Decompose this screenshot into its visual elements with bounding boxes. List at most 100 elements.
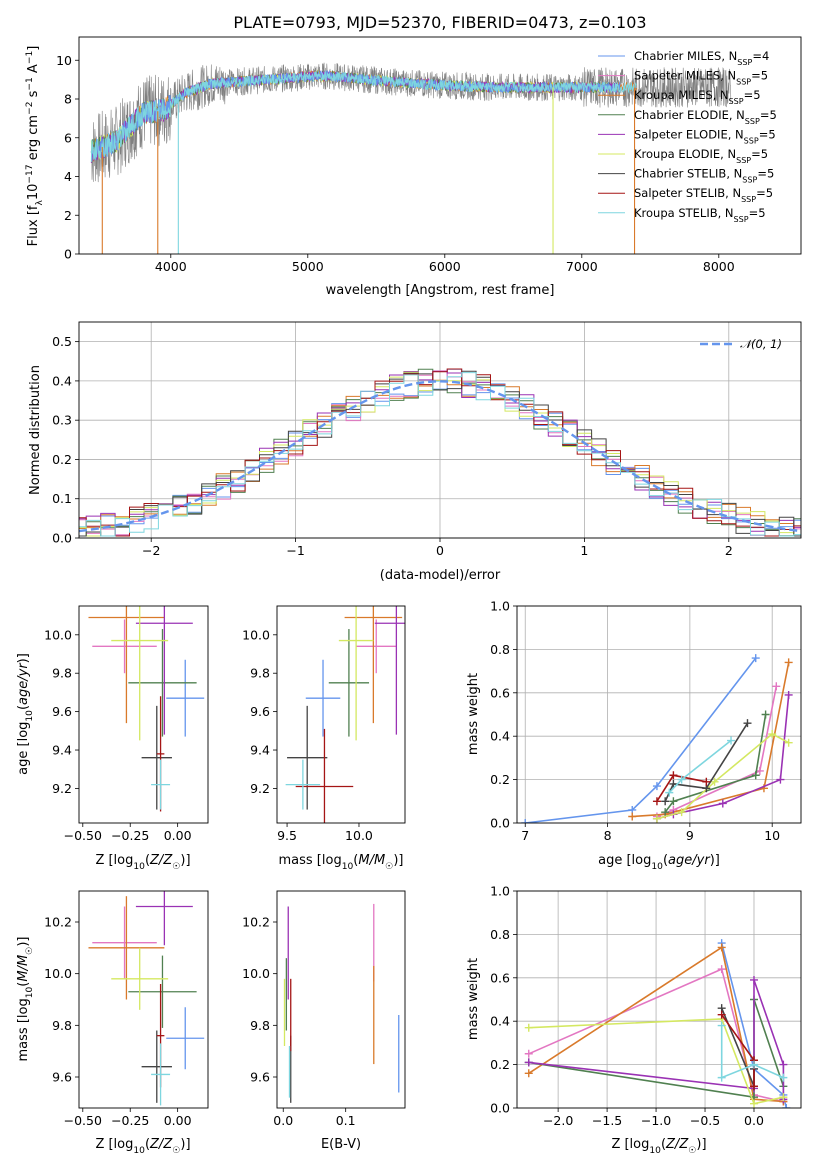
y-tick-label: 0.6 xyxy=(490,685,510,700)
series-marker xyxy=(784,690,793,699)
label-part: SSP xyxy=(737,58,752,67)
y-tick-label: 0.0 xyxy=(490,1101,510,1116)
label-part: Z/Z xyxy=(149,853,173,868)
series-marker xyxy=(782,1104,791,1108)
axes-frame xyxy=(516,890,802,1109)
label-part: )] xyxy=(393,853,403,868)
series-marker xyxy=(652,782,661,791)
errorbar-salpeter_miles xyxy=(356,619,397,674)
y-tick-label: 0.8 xyxy=(490,642,510,657)
hist-line-salpeter_stelib xyxy=(79,368,801,537)
y-tick-label: 10.2 xyxy=(44,915,72,930)
label-part: ] xyxy=(26,46,41,51)
x-tick-label: −0.25 xyxy=(111,828,149,843)
label-part: Z [log xyxy=(95,1137,133,1152)
errorbar-kroupa_miles xyxy=(88,606,165,724)
label-part: 10 xyxy=(649,1146,661,1156)
series-salpeter_stelib xyxy=(652,771,711,806)
y-tick-label: 0.4 xyxy=(490,729,510,744)
series-marker xyxy=(665,788,674,797)
x-tick-label: 2 xyxy=(725,543,733,558)
series-line xyxy=(528,1018,784,1105)
label-part: SSP xyxy=(745,116,760,125)
label-part: Kroupa MILES, N xyxy=(634,88,729,102)
legend-label: Kroupa ELODIE, NSSP=5 xyxy=(634,147,768,165)
errorbar-kroupa_stelib xyxy=(285,759,321,810)
x-tick-label: 10.0 xyxy=(345,828,373,843)
x-tick-label: 6000 xyxy=(429,259,461,274)
series-marker xyxy=(717,1073,726,1082)
label-part: −2 xyxy=(25,102,35,115)
x-tick-label: 5000 xyxy=(292,259,324,274)
label-part: 10 xyxy=(25,987,35,999)
series-marker xyxy=(779,1093,788,1102)
plot-area-age_vs_mass xyxy=(285,606,405,823)
x-tick-label: −1.0 xyxy=(641,1113,671,1128)
errorbar-salpeter_miles xyxy=(92,906,157,979)
axis-massweight_vs_age: 7 8 9 10 0.0 0.2 0.4 0.6 0.8 1.0 xyxy=(490,599,802,843)
label-part: 10 xyxy=(133,862,145,872)
label-part: SSP xyxy=(734,214,749,223)
y-tick-label: 0.1 xyxy=(52,491,72,506)
label-part: ☉ xyxy=(385,862,393,872)
legend-label: Salpeter MILES, NSSP=5 xyxy=(634,69,768,87)
series-marker xyxy=(669,797,678,806)
label-part: )] xyxy=(710,853,720,868)
label-part: SSP xyxy=(729,97,744,106)
series-marker xyxy=(652,797,661,806)
series-marker xyxy=(784,738,793,747)
observed-spectrum-line xyxy=(91,62,732,183)
label-part: )] xyxy=(16,653,31,663)
legend-item: Chabrier MILES, NSSP=4 xyxy=(598,49,769,67)
y-tick-label: 0.2 xyxy=(490,1057,510,1072)
y-tick-label: 0.3 xyxy=(52,413,72,428)
legend-hist: 𝒩(0, 1) xyxy=(700,337,782,351)
label-part: −1 xyxy=(25,77,35,90)
series-marker xyxy=(628,812,637,821)
series-marker xyxy=(751,771,760,780)
y-tick-label: 0.6 xyxy=(490,970,510,985)
series-marker xyxy=(677,775,686,784)
label-part: SSP xyxy=(736,77,751,86)
y-tick-label: 9.6 xyxy=(52,704,72,719)
y-tick-label: 0.8 xyxy=(490,927,510,942)
legend-item: Kroupa STELIB, NSSP=5 xyxy=(598,206,766,223)
label-part: ☉ xyxy=(688,1146,696,1156)
label-part: SSP xyxy=(741,195,756,204)
label-part: erg cm xyxy=(26,115,41,164)
axis-mass_vs_Z: −0.50 −0.25 0.00 9.6 9.8 10.0 10.2 xyxy=(44,890,209,1128)
label-part: =5 xyxy=(751,147,768,161)
series-marker xyxy=(717,1021,726,1030)
errorbar-salpeter_elodie xyxy=(135,891,193,946)
axis-massweight_vs_Z: −2.0 −1.5 −1.0 −0.5 0.0 0.0 0.2 0.4 0.6 0.8 1.0 xyxy=(490,884,802,1128)
series-kroupa_miles xyxy=(628,658,793,821)
axes-mass_vs_ebv: 0.0 0.1 9.6 9.8 10.0 10.2 E(B-V) xyxy=(242,890,406,1152)
y-tick-label: 9.6 xyxy=(250,704,270,719)
label-part: Salpeter MILES, N xyxy=(634,69,736,83)
plot-area-residual_hist xyxy=(79,368,801,537)
label-part: ( xyxy=(661,1137,666,1152)
label-part: )] xyxy=(180,853,190,868)
label-part: M/M xyxy=(16,955,31,982)
y-tick-label: 1.0 xyxy=(490,599,510,614)
x-tick-label: −2 xyxy=(142,543,160,558)
y-tick-label: 0.2 xyxy=(52,452,72,467)
legend-item: Salpeter ELODIE, NSSP=5 xyxy=(598,127,776,145)
plot-area-massweight_vs_Z xyxy=(524,939,791,1108)
label-part: Kroupa STELIB, N xyxy=(634,206,734,220)
x-tick-label: 7000 xyxy=(566,259,598,274)
y-tick-label: 0.0 xyxy=(52,531,72,546)
axes-frame xyxy=(276,605,406,824)
legend-label: Chabrier STELIB, NSSP=5 xyxy=(634,167,774,185)
y-tick-label: 10.0 xyxy=(242,966,270,981)
series-chabrier_elodie xyxy=(661,710,770,817)
label-part: −1 xyxy=(25,51,35,64)
x-tick-label: −2.0 xyxy=(543,1113,573,1128)
label-part: s xyxy=(26,90,41,101)
label-part: =5 xyxy=(760,108,777,122)
gaussian-reference-line xyxy=(79,380,801,533)
errorbar-chabrier_elodie xyxy=(128,955,197,1028)
errorbar-chabrier_stelib xyxy=(141,1030,172,1103)
errorbar-salpeter_miles xyxy=(92,619,157,674)
